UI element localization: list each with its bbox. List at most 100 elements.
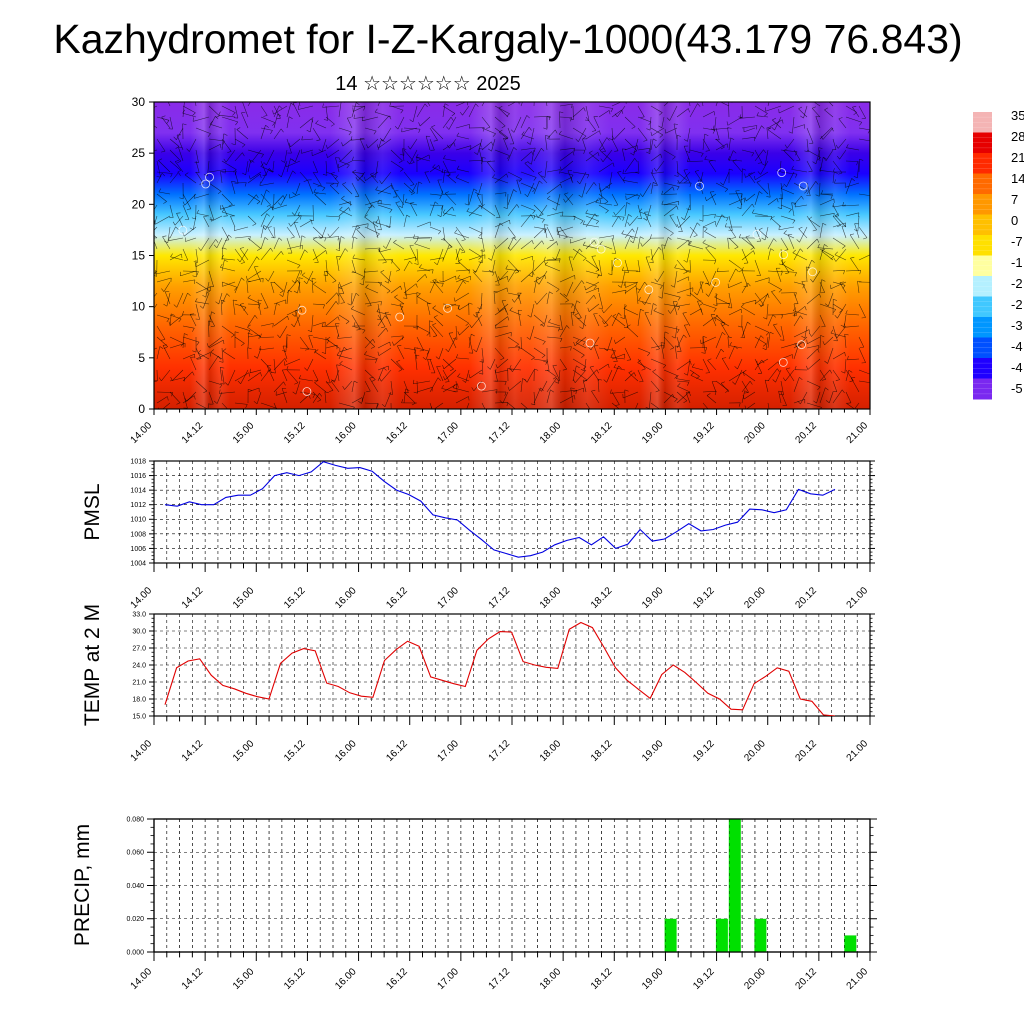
wind-barb <box>473 272 483 283</box>
wind-barb <box>481 160 496 163</box>
wind-barb-flag <box>431 125 436 128</box>
wind-barb <box>650 336 660 349</box>
wind-barb-flag <box>190 313 195 315</box>
wind-barb <box>312 171 322 186</box>
wind-barb <box>170 314 184 326</box>
wind-barb <box>585 281 597 287</box>
calm-marker <box>808 267 817 277</box>
wind-barb-flag <box>474 152 478 155</box>
wind-barb <box>767 270 783 273</box>
wind-barb <box>578 127 587 142</box>
wind-barb-flag <box>741 267 744 271</box>
wind-barb-flag <box>554 381 559 384</box>
wind-barb-flag <box>712 129 716 134</box>
wind-barb <box>356 229 366 239</box>
wind-barb <box>645 256 652 272</box>
wind-barb-flag <box>589 150 593 154</box>
wind-barb-flag <box>751 209 755 214</box>
wind-barb <box>416 237 432 239</box>
wind-barb-flag <box>853 176 858 179</box>
wind-barb-flag <box>781 314 784 319</box>
wind-barb <box>637 236 641 250</box>
wind-barb-flag <box>687 157 689 162</box>
wind-barb-flag <box>581 354 585 358</box>
wind-barb-flag <box>852 105 857 108</box>
wind-barb <box>403 391 416 404</box>
wind-barb-flag <box>643 217 647 221</box>
wind-barb <box>260 247 271 261</box>
wind-barb <box>743 127 756 133</box>
wind-barb <box>299 249 305 261</box>
x-tick-label: 15.00 <box>231 738 257 764</box>
wind-barb <box>621 233 639 239</box>
wind-barb <box>649 391 652 409</box>
wind-barb-flag <box>587 307 590 312</box>
wind-barb <box>353 116 366 119</box>
wind-barb <box>767 238 774 250</box>
wind-barb-flag <box>232 112 236 116</box>
wind-barb-flag <box>161 150 166 153</box>
wind-barb <box>713 127 730 130</box>
wind-barb-flag <box>331 379 336 382</box>
wind-barb <box>526 369 535 383</box>
y-tick-label: 10 <box>132 300 146 314</box>
wind-barb-flag <box>604 324 609 328</box>
wind-barb-flag <box>791 165 794 170</box>
wind-barb <box>729 345 743 349</box>
wind-barb-flag <box>788 131 793 134</box>
wind-barb <box>494 270 500 286</box>
wind-barb <box>315 123 327 129</box>
colorbar-label: -1 <box>1011 255 1023 270</box>
wind-barb <box>544 259 561 261</box>
wind-barb-flag <box>348 207 351 212</box>
wind-barb <box>338 248 346 261</box>
y-tick-label: 30 <box>132 95 146 109</box>
wind-barb <box>806 293 820 305</box>
wind-barb-flag <box>324 270 329 273</box>
wind-barb <box>760 160 769 175</box>
wind-barb-flag <box>618 312 622 316</box>
wind-barb-flag <box>552 257 556 261</box>
wind-barb-flag <box>652 369 657 372</box>
wind-barb <box>635 402 639 409</box>
wind-barb-flag <box>651 169 654 174</box>
wind-barb <box>783 150 795 162</box>
wind-barb <box>689 149 704 154</box>
wind-barb-flag <box>685 150 690 153</box>
wind-barb <box>700 336 717 344</box>
wind-barb <box>455 380 458 393</box>
wind-barb-flag <box>383 94 386 97</box>
wind-barb <box>850 258 860 272</box>
calm-marker <box>644 285 654 295</box>
wind-barb <box>324 391 327 404</box>
wind-barb <box>649 138 652 154</box>
wind-barb <box>234 336 245 344</box>
wind-barb-flag <box>384 315 388 319</box>
wind-barb <box>247 334 260 338</box>
wind-barb-flag <box>241 277 245 281</box>
wind-barb <box>466 211 483 217</box>
wind-barb-flag <box>691 363 695 368</box>
wind-barb <box>440 204 444 217</box>
wind-barb-flag <box>272 323 274 328</box>
wind-barb <box>325 236 339 239</box>
wind-barb <box>377 327 387 338</box>
wind-barb-flag <box>240 343 245 347</box>
wind-barb <box>156 277 172 283</box>
wind-barb-flag <box>301 235 306 238</box>
wind-barb <box>675 325 678 339</box>
wind-barb <box>388 270 392 284</box>
wind-barb <box>361 391 366 404</box>
wind-barb <box>168 237 184 241</box>
wind-barb-flag <box>462 379 466 383</box>
wind-barb <box>455 237 466 253</box>
wind-barb <box>350 308 366 316</box>
wind-barb-flag <box>653 303 657 306</box>
wind-barb <box>572 107 584 118</box>
wind-barb-flag <box>176 402 181 405</box>
wind-barb <box>702 242 717 250</box>
wind-barb-flag <box>613 363 617 368</box>
x-tick-label: 18.12 <box>589 420 615 446</box>
wind-barb-flag <box>545 135 550 137</box>
